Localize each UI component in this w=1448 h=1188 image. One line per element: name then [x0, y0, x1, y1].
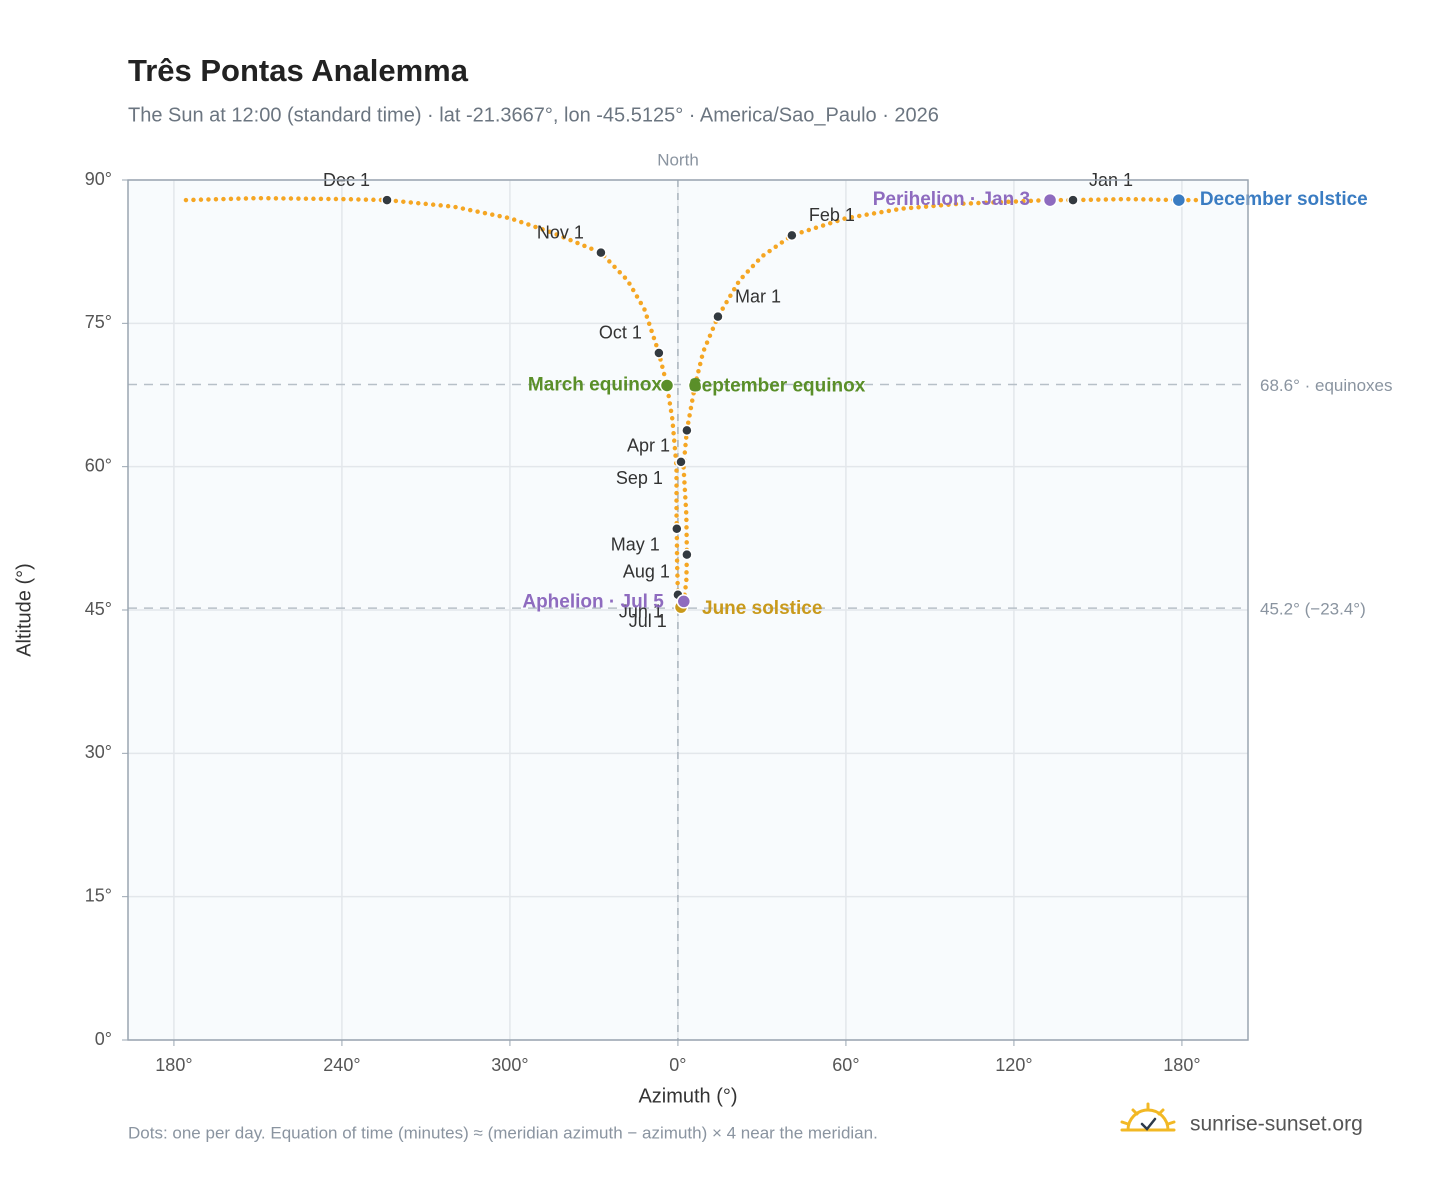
date-point: [381, 194, 393, 206]
x-axis-title: Azimuth (°): [638, 1085, 737, 1107]
date-point: [1067, 194, 1079, 206]
event-label: March equinox: [528, 374, 663, 395]
x-tick-label: 0°: [669, 1055, 686, 1075]
date-label: Jul 1: [629, 611, 667, 631]
date-label: Nov 1: [537, 222, 584, 242]
x-tick-label: 180°: [1163, 1055, 1200, 1075]
date-label: Aug 1: [623, 561, 670, 581]
x-tick-label: 60°: [832, 1055, 859, 1075]
y-tick-label: 0°: [95, 1029, 112, 1049]
y-tick-label: 30°: [85, 742, 112, 762]
x-tick-label: 180°: [155, 1055, 192, 1075]
footnote: Dots: one per day. Equation of time (min…: [128, 1123, 878, 1142]
date-label: Feb 1: [809, 205, 855, 225]
date-point: [681, 548, 693, 561]
date-label: Mar 1: [735, 286, 781, 306]
brand: sunrise-sunset.org: [1190, 1113, 1363, 1136]
y-tick-label: 75°: [85, 312, 112, 332]
date-label: Sep 1: [616, 468, 663, 488]
date-point: [712, 310, 724, 323]
event-point: [1042, 192, 1058, 208]
date-point: [653, 347, 665, 359]
y-axis-title: Altitude (°): [13, 563, 35, 657]
event-point: [659, 378, 675, 393]
date-label: Apr 1: [627, 436, 670, 456]
date-point: [786, 229, 798, 242]
x-tick-label: 300°: [491, 1055, 528, 1075]
event-label: June solstice: [702, 598, 822, 619]
reference-label: 45.2° (−23.4°): [1260, 600, 1366, 619]
date-point: [681, 424, 693, 437]
event-point: [1171, 192, 1187, 208]
event-label: Aphelion · Jul 5: [522, 591, 664, 612]
chart-title: Três Pontas Analemma: [128, 53, 469, 88]
y-tick-label: 45°: [85, 599, 112, 619]
logo-icon: [1120, 1102, 1176, 1132]
chart-subtitle: The Sun at 12:00 (standard time) · lat -…: [128, 104, 939, 126]
date-label: May 1: [611, 535, 660, 555]
event-point: [676, 594, 692, 609]
date-label: Jun 1: [619, 601, 663, 621]
date-label: Oct 1: [599, 323, 642, 343]
event-point: [687, 378, 703, 393]
event-label: Perihelion · Jan 3: [873, 189, 1030, 210]
event-label: September equinox: [689, 375, 866, 396]
x-tick-label: 120°: [995, 1055, 1032, 1075]
event-label: December solstice: [1200, 189, 1368, 210]
date-point: [595, 246, 607, 259]
y-tick-label: 15°: [85, 885, 112, 905]
reference-label: 68.6° · equinoxes: [1260, 376, 1393, 395]
x-tick-label: 240°: [323, 1055, 360, 1075]
date-point: [675, 456, 687, 468]
north-label: North: [657, 150, 699, 169]
y-tick-label: 90°: [85, 169, 112, 189]
y-tick-label: 60°: [85, 455, 112, 475]
date-point: [671, 523, 683, 535]
